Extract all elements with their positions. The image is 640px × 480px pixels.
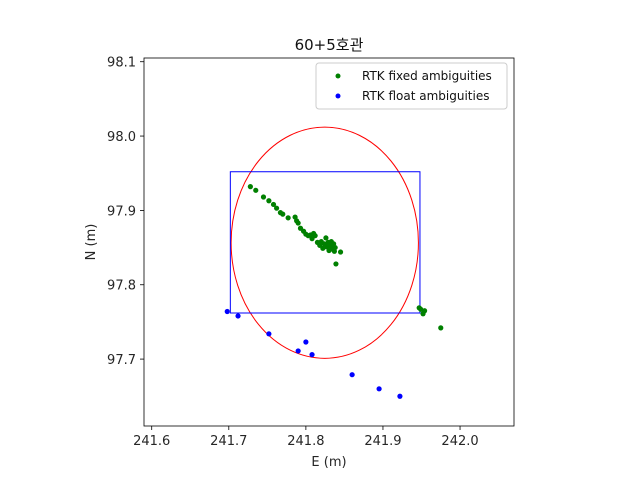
x-axis-label: E (m) bbox=[311, 455, 346, 470]
legend-marker-fixed bbox=[335, 73, 341, 79]
float-point bbox=[224, 308, 230, 315]
x-tick-label: 241.9 bbox=[364, 434, 401, 449]
legend: RTK fixed ambiguities RTK float ambiguit… bbox=[315, 62, 508, 110]
float-point bbox=[235, 313, 241, 319]
legend-label-float: RTK float ambiguities bbox=[362, 89, 489, 103]
y-tick-label: 97.8 bbox=[107, 279, 136, 294]
chart-title: 60+5호관 bbox=[295, 36, 364, 54]
fixed-point bbox=[312, 233, 318, 239]
legend-label-fixed: RTK fixed ambiguities bbox=[362, 69, 492, 83]
float-point bbox=[349, 372, 355, 378]
fixed-point bbox=[324, 244, 330, 250]
x-axis: 241.6 241.7 241.8 241.9 242.0 bbox=[133, 426, 479, 449]
x-tick-label: 241.8 bbox=[287, 434, 324, 449]
float-point bbox=[376, 386, 382, 392]
float-point bbox=[309, 352, 315, 358]
fixed-point bbox=[337, 249, 344, 255]
series-rtk-fixed bbox=[247, 184, 444, 331]
fixed-point bbox=[333, 261, 339, 267]
float-point bbox=[266, 331, 272, 337]
y-tick-label: 97.9 bbox=[107, 204, 136, 219]
fixed-point bbox=[260, 194, 267, 200]
legend-marker-float bbox=[335, 93, 341, 99]
fixed-point bbox=[253, 187, 259, 193]
float-point bbox=[303, 339, 309, 345]
fixed-point bbox=[270, 201, 277, 208]
y-tick-label: 98.0 bbox=[107, 130, 136, 145]
fixed-point bbox=[285, 215, 291, 221]
fixed-point bbox=[266, 198, 272, 204]
fixed-point bbox=[280, 211, 286, 217]
float-point bbox=[295, 348, 301, 354]
y-axis: 97.7 97.8 97.9 98.0 98.1 bbox=[107, 56, 144, 368]
y-tick-label: 97.7 bbox=[107, 353, 136, 368]
bounding-rectangle bbox=[229, 171, 421, 314]
float-point bbox=[397, 393, 403, 399]
fixed-point bbox=[247, 184, 253, 190]
fixed-point bbox=[273, 205, 280, 211]
overlay-layer bbox=[229, 126, 421, 359]
fixed-point bbox=[332, 244, 338, 251]
fixed-point bbox=[323, 235, 329, 241]
fixed-point bbox=[438, 325, 444, 331]
x-tick-label: 241.6 bbox=[133, 434, 170, 449]
y-tick-label: 98.1 bbox=[107, 56, 136, 71]
fixed-point bbox=[421, 308, 428, 314]
series-rtk-float bbox=[224, 308, 403, 399]
data-points bbox=[224, 184, 444, 399]
legend-box bbox=[315, 62, 508, 110]
x-tick-label: 241.7 bbox=[210, 434, 247, 449]
y-axis-label: N (m) bbox=[84, 224, 99, 261]
plot-frame bbox=[143, 57, 515, 427]
uncertainty-circle bbox=[230, 126, 419, 359]
fixed-point bbox=[295, 220, 301, 226]
x-tick-label: 242.0 bbox=[441, 434, 478, 449]
